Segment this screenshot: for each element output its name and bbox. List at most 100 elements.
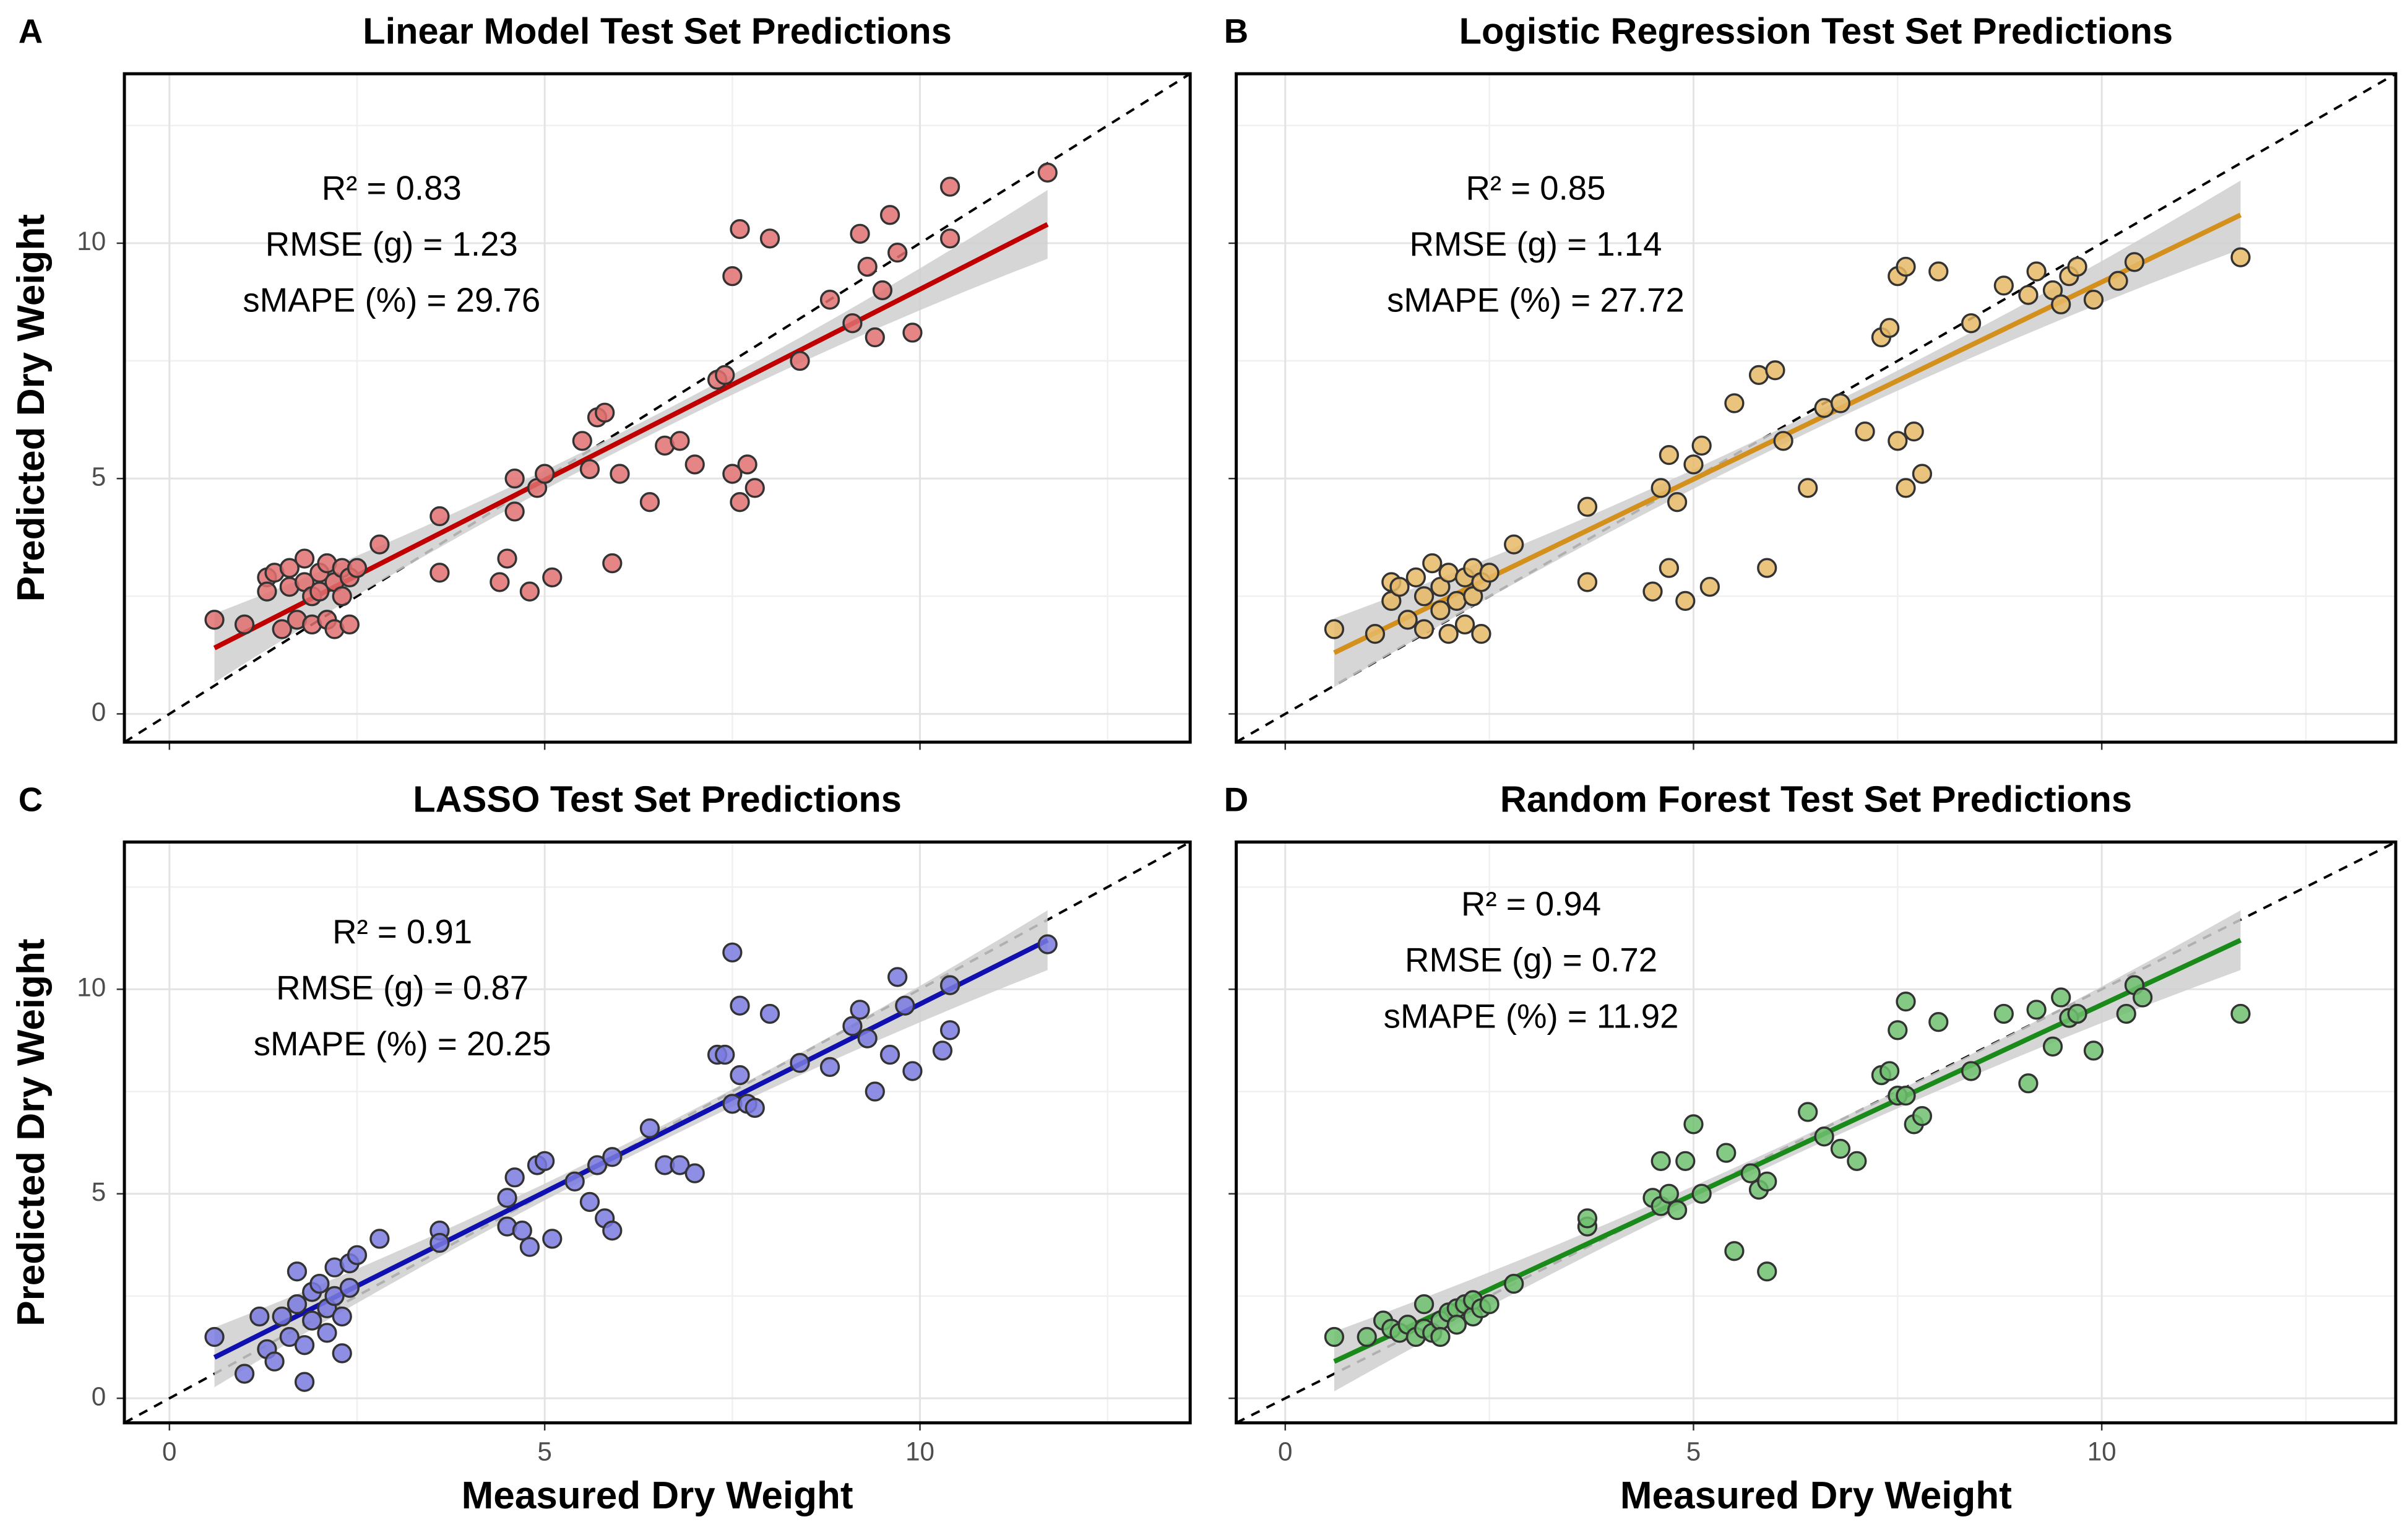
point [1397, 610, 1418, 630]
point [850, 1000, 870, 1020]
point [332, 1306, 352, 1327]
y-axis-label: Predicted Dry Weight [10, 214, 53, 602]
point [1993, 275, 2014, 296]
point [287, 1294, 308, 1315]
point [1651, 478, 1671, 498]
point [1912, 464, 1933, 484]
point [535, 464, 555, 484]
point [1896, 478, 1916, 498]
point [1896, 991, 1916, 1012]
point [759, 1003, 780, 1024]
point [1413, 586, 1435, 607]
point [2116, 1003, 2136, 1024]
point [939, 228, 960, 249]
point [1430, 1326, 1451, 1347]
point [730, 995, 750, 1016]
panel-letter: C [19, 780, 43, 818]
x-tick-label: 0 [162, 1437, 176, 1466]
point [347, 1245, 368, 1265]
point [1879, 1061, 1900, 1081]
point [715, 1044, 735, 1065]
point [1667, 1200, 1688, 1221]
point [204, 610, 225, 630]
point [287, 1261, 308, 1282]
annotation: RMSE (g) = 1.23 [265, 225, 518, 263]
point [2026, 261, 2047, 282]
point [1830, 1138, 1851, 1159]
point [1928, 261, 1949, 282]
point [572, 431, 592, 451]
point [737, 454, 757, 475]
point [639, 492, 660, 512]
point [670, 1155, 690, 1175]
point [2124, 252, 2145, 272]
point [857, 256, 878, 277]
point [1659, 558, 1680, 578]
point [639, 1118, 660, 1139]
point [1651, 1151, 1671, 1171]
point [670, 431, 690, 451]
x-tick-label: 0 [1278, 1437, 1292, 1466]
point [602, 1147, 623, 1167]
point [2018, 285, 2039, 305]
point [1504, 534, 1524, 555]
x-tick-label: 5 [537, 1437, 551, 1466]
point [1961, 1061, 1982, 1081]
panel [1236, 842, 2396, 1423]
point [587, 1155, 608, 1175]
point [759, 228, 780, 249]
point [1324, 619, 1345, 639]
point [1454, 614, 1475, 635]
panel-letter: B [1224, 12, 1248, 50]
point [1577, 496, 1598, 517]
point [722, 942, 743, 962]
point [2108, 270, 2128, 291]
point [939, 1020, 960, 1040]
point [512, 1221, 532, 1241]
point [332, 586, 352, 607]
y-tick-label: 10 [77, 227, 106, 256]
point [887, 243, 908, 263]
annotation: sMAPE (%) = 27.72 [1387, 281, 1685, 319]
point [1389, 576, 1410, 597]
point [1798, 1102, 1818, 1122]
point [2018, 1073, 2039, 1094]
point [2230, 1003, 2251, 1024]
point [490, 572, 510, 592]
chart-title: Logistic Regression Test Set Predictions [1459, 10, 2173, 51]
point [1961, 313, 1982, 334]
x-axis-label: Measured Dry Weight [1620, 1474, 2012, 1517]
annotation: sMAPE (%) = 29.76 [243, 281, 540, 319]
point [1896, 256, 1916, 277]
point [1659, 445, 1680, 465]
point [602, 553, 623, 574]
y-tick-label: 5 [92, 1177, 106, 1206]
point [1757, 1171, 1777, 1192]
point [1798, 478, 1818, 498]
point [504, 1167, 525, 1188]
point [1716, 1143, 1737, 1163]
point [2067, 1003, 2087, 1024]
chart-title: Linear Model Test Set Predictions [363, 10, 952, 51]
point [579, 459, 600, 480]
point [2067, 256, 2087, 277]
point [872, 280, 893, 301]
point [1504, 1273, 1524, 1294]
point [249, 1306, 270, 1327]
point [579, 1191, 600, 1213]
point [1324, 1326, 1345, 1347]
point [2051, 987, 2071, 1008]
point [309, 581, 330, 602]
point [519, 1237, 540, 1257]
point [1740, 1163, 1761, 1183]
point [722, 464, 743, 484]
point [1757, 558, 1777, 578]
point [369, 1229, 390, 1249]
point [257, 581, 277, 602]
point [1814, 397, 1834, 418]
point [1413, 619, 1435, 639]
point [332, 1343, 352, 1364]
chart-title: LASSO Test Set Predictions [413, 779, 902, 820]
point [1479, 563, 1500, 583]
point [850, 223, 870, 244]
